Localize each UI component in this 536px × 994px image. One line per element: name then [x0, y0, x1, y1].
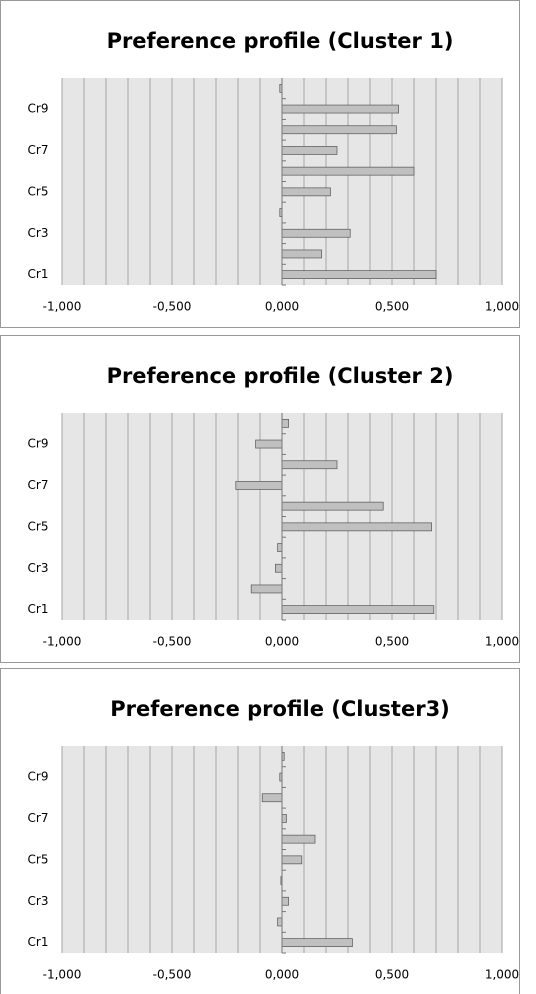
x-tick-label: -1,000	[43, 968, 82, 982]
bar	[281, 460, 338, 470]
x-tick-label: 1,000	[485, 300, 519, 314]
x-tick-label: -0,500	[153, 300, 192, 314]
bar	[261, 793, 283, 803]
y-tick-label: Cr3	[28, 226, 49, 240]
bar	[281, 104, 399, 114]
bar	[281, 834, 316, 844]
x-tick-label: 0,500	[375, 968, 409, 982]
x-tick-label: 0,000	[265, 635, 299, 649]
chart-title: Preference profile (Cluster 2)	[107, 364, 454, 388]
y-tick-label: Cr5	[28, 519, 49, 533]
bar	[281, 125, 397, 135]
x-tick-label: -1,000	[43, 635, 82, 649]
x-tick-label: 0,000	[265, 968, 299, 982]
y-tick-label: Cr3	[28, 561, 49, 575]
y-tick-label: Cr7	[28, 811, 49, 825]
y-tick-label: Cr9	[28, 102, 49, 116]
bar	[281, 522, 432, 532]
bar	[281, 270, 437, 279]
bar	[281, 146, 338, 155]
bar	[281, 814, 287, 823]
x-tick-label: -0,500	[153, 968, 192, 982]
bar	[277, 543, 283, 552]
bar	[281, 896, 289, 906]
y-tick-label: Cr7	[28, 143, 49, 157]
bar	[281, 501, 384, 511]
bar	[281, 855, 303, 865]
x-tick-label: -1,000	[43, 300, 82, 314]
bar	[281, 187, 331, 197]
y-tick-label: Cr1	[28, 602, 49, 616]
bar	[275, 563, 283, 573]
y-tick-label: Cr1	[28, 267, 49, 281]
bar	[277, 917, 283, 927]
bar	[281, 166, 415, 176]
y-tick-label: Cr1	[28, 935, 49, 949]
bar	[250, 584, 283, 594]
bar	[281, 228, 351, 238]
bar	[281, 605, 435, 615]
y-tick-label: Cr7	[28, 478, 49, 492]
y-tick-label: Cr9	[28, 770, 49, 784]
bar	[281, 419, 289, 428]
chart-title: Preference profile (Cluster 1)	[107, 29, 454, 53]
y-tick-label: Cr5	[28, 184, 49, 198]
y-tick-label: Cr3	[28, 894, 49, 908]
bar	[281, 249, 322, 259]
x-tick-label: 1,000	[485, 635, 519, 649]
x-tick-label: 0,500	[375, 300, 409, 314]
x-tick-label: -0,500	[153, 635, 192, 649]
y-tick-label: Cr5	[28, 852, 49, 866]
chart-title: Preference profile (Cluster3)	[110, 697, 450, 721]
bar	[255, 439, 283, 449]
y-tick-label: Cr9	[28, 437, 49, 451]
bar	[235, 481, 283, 490]
x-tick-label: 0,000	[265, 300, 299, 314]
x-tick-label: 1,000	[485, 968, 519, 982]
x-tick-label: 0,500	[375, 635, 409, 649]
bar	[281, 938, 353, 948]
